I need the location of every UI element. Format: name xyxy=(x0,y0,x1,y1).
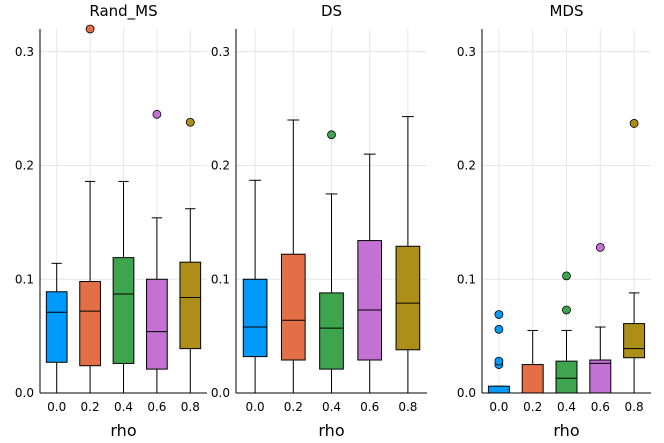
y-tick-label: 0.2 xyxy=(457,159,476,173)
y-tick-label: 0.0 xyxy=(457,386,476,400)
x-axis-label: rho xyxy=(553,421,579,440)
x-tick-label: 0.0 xyxy=(47,400,66,414)
x-tick-label: 0.4 xyxy=(557,400,576,414)
y-tick-label: 0.3 xyxy=(15,45,34,59)
y-tick-label: 0.1 xyxy=(457,272,476,286)
x-tick-label: 0.8 xyxy=(625,400,644,414)
outlier-point xyxy=(494,310,504,319)
box-0.0 xyxy=(45,291,68,363)
x-tick-label: 0.6 xyxy=(147,400,166,414)
x-tick-label: 0.4 xyxy=(114,400,133,414)
x-axis-label: rho xyxy=(110,421,136,440)
x-tick-label: 0.2 xyxy=(523,400,542,414)
panel-title: MDS xyxy=(549,2,583,20)
outlier-point xyxy=(85,24,95,34)
x-axis-label: rho xyxy=(318,421,344,440)
box-0.6 xyxy=(357,240,383,361)
box-0.0 xyxy=(487,385,510,394)
y-tick-label: 0.0 xyxy=(211,386,230,400)
x-tick-label: 0.8 xyxy=(181,400,200,414)
y-tick-label: 0.2 xyxy=(15,159,34,173)
y-tick-label: 0.1 xyxy=(15,272,34,286)
y-tick-label: 0.0 xyxy=(15,386,34,400)
x-tick-label: 0.6 xyxy=(591,400,610,414)
outlier-point xyxy=(327,130,336,140)
x-tick-label: 0.6 xyxy=(360,400,379,414)
y-tick-label: 0.3 xyxy=(457,45,476,59)
x-tick-label: 0.2 xyxy=(81,400,100,414)
x-tick-label: 0.0 xyxy=(489,400,508,414)
box-0.8 xyxy=(623,323,646,359)
outlier-point xyxy=(152,109,162,119)
box-0.2 xyxy=(79,281,101,367)
y-tick-label: 0.2 xyxy=(211,159,230,173)
outlier-point xyxy=(185,117,195,127)
x-tick-label: 0.0 xyxy=(246,400,265,414)
box-0.2 xyxy=(521,364,544,394)
box-0.4 xyxy=(555,360,578,394)
outlier-point xyxy=(562,271,571,281)
box-0.8 xyxy=(179,261,202,350)
y-tick-label: 0.1 xyxy=(211,272,230,286)
box-0.0 xyxy=(242,278,268,358)
outlier-point xyxy=(562,305,571,315)
panel-title: Rand_MS xyxy=(89,2,157,21)
box-0.6 xyxy=(589,359,612,394)
y-tick-label: 0.3 xyxy=(211,45,230,59)
panel-title: DS xyxy=(321,2,342,20)
outlier-point xyxy=(494,356,504,366)
outlier-point xyxy=(494,324,504,334)
box-0.4 xyxy=(319,292,344,370)
box-0.8 xyxy=(395,245,421,351)
box-0.4 xyxy=(112,257,135,364)
x-tick-label: 0.4 xyxy=(322,400,341,414)
box-0.2 xyxy=(280,253,306,361)
x-tick-label: 0.8 xyxy=(398,400,417,414)
outlier-point xyxy=(595,242,605,252)
box-0.6 xyxy=(146,278,168,370)
x-tick-label: 0.2 xyxy=(284,400,303,414)
outlier-point xyxy=(629,119,639,128)
